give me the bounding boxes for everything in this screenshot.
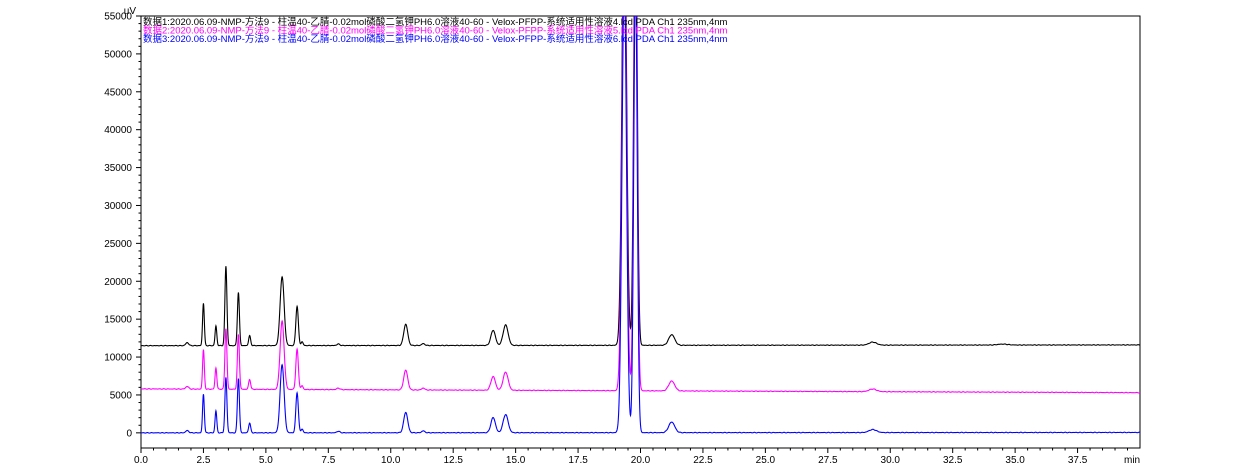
x-axis: 0.0 2.5 5.0 7.5 10.0 12.5 15.0 17.5 20.0 22.5 25.0…	[134, 448, 1129, 466]
x-tick-label: 0.0	[134, 455, 148, 466]
y-axis: 0 5000 10000 15000 20000 25000 30000 35000 40000…	[104, 12, 141, 439]
trace-group	[141, 16, 1140, 434]
x-tick-label: 25.0	[756, 455, 776, 466]
x-tick-label: 20.0	[631, 455, 651, 466]
y-tick-label: 45000	[104, 87, 132, 98]
x-tick-label: 17.5	[568, 455, 588, 466]
y-tick-label: 25000	[104, 239, 132, 250]
series-trace-2	[141, 16, 1140, 394]
legend: 数据1:2020.06.09-NMP-方法9 - 柱温40-乙腈-0.02mol…	[143, 16, 728, 45]
x-tick-label: 27.5	[818, 455, 838, 466]
y-tick-label: 50000	[104, 49, 132, 60]
y-tick-label: 40000	[104, 125, 132, 136]
y-axis-unit-label: uV	[124, 6, 137, 17]
x-tick-label: 7.5	[321, 455, 335, 466]
y-tick-label: 30000	[104, 201, 132, 212]
x-tick-label: 37.5	[1068, 455, 1088, 466]
series-trace-1	[141, 16, 1140, 347]
x-axis-unit-label: min	[1124, 455, 1140, 466]
x-tick-label: 30.0	[881, 455, 901, 466]
legend-entry-1: 数据1:2020.06.09-NMP-方法9 - 柱温40-乙腈-0.02mol…	[143, 16, 728, 28]
y-tick-label: 35000	[104, 163, 132, 174]
x-tick-label: 5.0	[259, 455, 273, 466]
x-tick-label: 35.0	[1005, 455, 1025, 466]
x-tick-label: 12.5	[443, 455, 463, 466]
x-tick-label: 10.0	[381, 455, 401, 466]
legend-entry-3: 数据3:2020.06.09-NMP-方法9 - 柱温40-乙腈-0.02mol…	[143, 33, 728, 45]
legend-entry-2: 数据2:2020.06.09-NMP-方法9 - 柱温40-乙腈-0.02mol…	[143, 25, 728, 37]
x-tick-label: 2.5	[196, 455, 210, 466]
y-tick-label: 55000	[104, 12, 132, 23]
x-tick-label: 15.0	[506, 455, 526, 466]
x-tick-label: 32.5	[943, 455, 963, 466]
series-trace-3	[141, 16, 1140, 434]
y-tick-label: 5000	[110, 390, 133, 401]
y-tick-label: 0	[126, 428, 132, 439]
y-tick-label: 20000	[104, 277, 132, 288]
y-tick-label: 10000	[104, 353, 132, 364]
x-tick-label: 22.5	[693, 455, 713, 466]
y-tick-label: 15000	[104, 315, 132, 326]
